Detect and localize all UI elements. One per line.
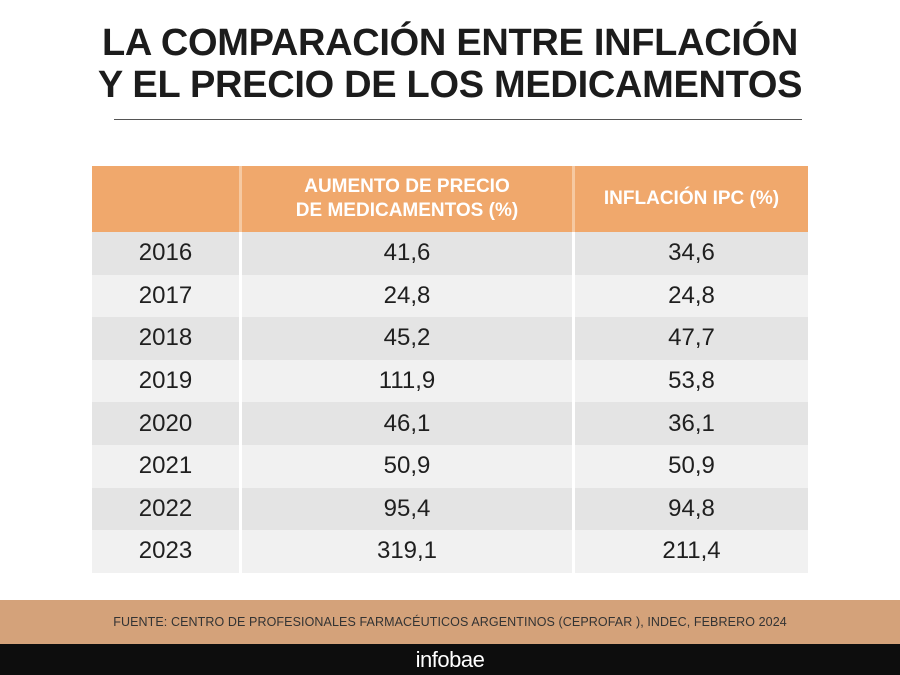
chart-title-line-1: LA COMPARACIÓN ENTRE INFLACIÓN xyxy=(101,22,799,64)
medicamentos-cell: 45,2 xyxy=(239,317,572,360)
table-row: 2023 319,1 211,4 xyxy=(92,530,808,573)
year-cell: 2020 xyxy=(138,409,193,437)
medicamentos-cell: 111,9 xyxy=(239,359,572,403)
header-year-cell xyxy=(92,166,239,232)
year-cell: 2023 xyxy=(138,537,193,565)
header-medicamentos: AUMENTO DE PRECIO DE MEDICAMENTOS (%) xyxy=(239,166,572,232)
table-row: 2019 111,9 53,8 xyxy=(92,359,808,403)
year-cell: 2022 xyxy=(138,494,193,522)
source-band: FUENTE: CENTRO DE PROFESIONALES FARMACÉU… xyxy=(0,600,900,644)
ipc-cell: 211,4 xyxy=(572,530,808,573)
medicamentos-cell: 319,1 xyxy=(239,530,572,573)
ipc-cell: 53,8 xyxy=(572,359,808,403)
infobae-logo: infobae xyxy=(415,646,485,672)
table-row: 2018 45,2 47,7 xyxy=(92,317,808,360)
medicamentos-cell: 46,1 xyxy=(239,402,572,445)
medicamentos-cell: 24,8 xyxy=(239,274,572,318)
table-row: 2017 24,8 24,8 xyxy=(92,274,808,318)
ipc-cell: 47,7 xyxy=(572,317,808,360)
ipc-cell: 34,6 xyxy=(572,232,808,275)
table-row: 2016 41,6 34,6 xyxy=(92,232,808,275)
year-cell: 2016 xyxy=(138,239,193,267)
header-medicamentos-line-2: DE MEDICAMENTOS (%) xyxy=(295,200,519,221)
medicamentos-cell: 50,9 xyxy=(239,444,572,488)
header-medicamentos-line-1: AUMENTO DE PRECIO xyxy=(304,176,510,197)
ipc-cell: 50,9 xyxy=(572,444,808,488)
year-cell: 2017 xyxy=(138,281,193,309)
medicamentos-cell: 95,4 xyxy=(239,487,572,531)
table-row: 2022 95,4 94,8 xyxy=(92,487,808,531)
chart-title-line-2: Y EL PRECIO DE LOS MEDICAMENTOS xyxy=(97,64,803,106)
table-row: 2020 46,1 36,1 xyxy=(92,402,808,445)
year-cell: 2021 xyxy=(138,452,193,480)
table-header: AUMENTO DE PRECIO DE MEDICAMENTOS (%) IN… xyxy=(92,166,808,232)
ipc-cell: 36,1 xyxy=(572,402,808,445)
table-row: 2021 50,9 50,9 xyxy=(92,444,808,488)
source-note: FUENTE: CENTRO DE PROFESIONALES FARMACÉU… xyxy=(113,615,787,629)
header-ipc-label: INFLACIÓN IPC (%) xyxy=(603,188,780,209)
ipc-cell: 24,8 xyxy=(572,274,808,318)
ipc-cell: 94,8 xyxy=(572,487,808,531)
comparison-table: AUMENTO DE PRECIO DE MEDICAMENTOS (%) IN… xyxy=(92,166,808,573)
year-cell: 2019 xyxy=(138,367,193,395)
header-ipc: INFLACIÓN IPC (%) xyxy=(572,166,808,232)
table-body: 2016 41,6 34,6 2017 24,8 24,8 2018 45,2 47,7 2019… xyxy=(92,232,808,573)
footer-band: infobae xyxy=(0,644,900,675)
title-divider xyxy=(114,119,802,120)
year-cell: 2018 xyxy=(138,324,193,352)
medicamentos-cell: 41,6 xyxy=(239,232,572,275)
chart-title: LA COMPARACIÓN ENTRE INFLACIÓN Y EL PREC… xyxy=(0,22,900,106)
